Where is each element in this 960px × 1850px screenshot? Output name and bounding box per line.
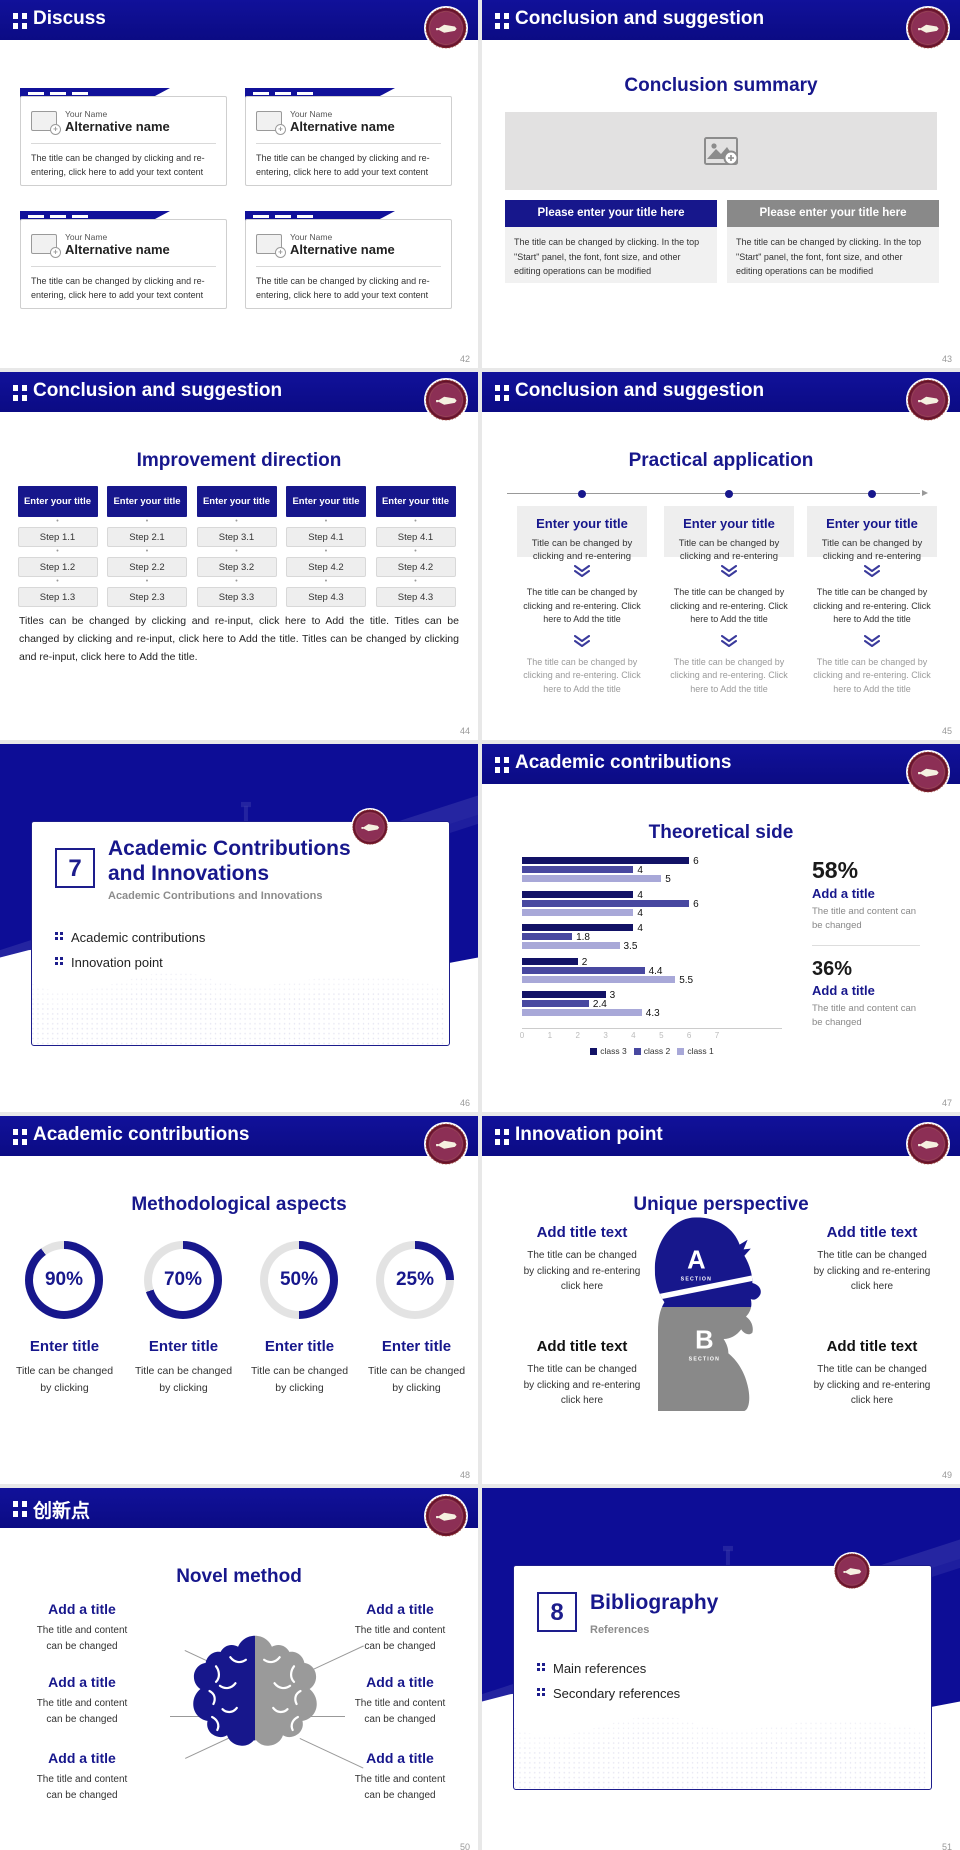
svg-text:SECTION: SECTION	[681, 1277, 712, 1283]
svg-text:B: B	[695, 1327, 713, 1355]
svg-text:SECTION: SECTION	[689, 1357, 720, 1363]
svg-text:A: A	[687, 1247, 705, 1275]
